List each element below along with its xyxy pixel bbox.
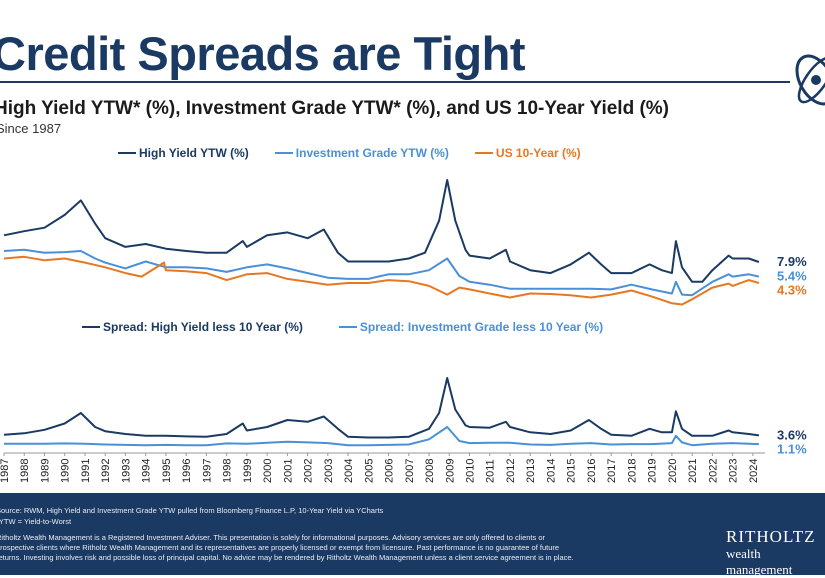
x-tick-label-2011: 2011 bbox=[485, 459, 497, 483]
series-line-1-0 bbox=[3, 377, 760, 439]
x-tick-label-1995: 1995 bbox=[161, 459, 173, 483]
legend-item-10y: US 10-Year (%) bbox=[474, 146, 581, 160]
footer-disclaimer: Source: RWM, High Yield and Investment G… bbox=[0, 493, 825, 577]
chart-subtitle: High Yield YTW* (%), Investment Grade YT… bbox=[0, 98, 670, 119]
end-label-0-2: 4.3% bbox=[777, 283, 807, 298]
brand-subtitle: wealth management bbox=[726, 546, 793, 577]
x-tick-label-2014: 2014 bbox=[545, 459, 557, 483]
x-tick-label-2021: 2021 bbox=[687, 459, 699, 483]
x-tick-label-2023: 2023 bbox=[728, 459, 740, 483]
x-tick-label-2013: 2013 bbox=[525, 459, 537, 483]
brand-name: RITHOLTZ bbox=[726, 527, 816, 546]
x-tick-label-2016: 2016 bbox=[586, 459, 598, 483]
x-tick-label-2003: 2003 bbox=[323, 459, 335, 483]
chart-canvas: 7.9%5.4%4.3% 3.6%1.1% 1987 1988 1989 1990 1991… bbox=[0, 179, 807, 483]
x-tick-label-1988: 1988 bbox=[19, 459, 31, 483]
x-tick-label-2022: 2022 bbox=[707, 459, 719, 483]
x-tick-label-2019: 2019 bbox=[647, 459, 659, 483]
x-tick-label-1991: 1991 bbox=[80, 459, 92, 483]
source-note: Source: RWM, High Yield and Investment G… bbox=[0, 506, 384, 515]
x-tick-label-2006: 2006 bbox=[384, 459, 396, 483]
x-tick-label-2015: 2015 bbox=[566, 459, 578, 483]
legend-swatch-hy-spread bbox=[82, 326, 100, 328]
x-tick-label-2008: 2008 bbox=[424, 459, 436, 483]
legend-item-hy: High Yield YTW (%) bbox=[118, 146, 249, 160]
x-tick-label-2018: 2018 bbox=[626, 459, 638, 483]
end-label-0-1: 5.4% bbox=[777, 269, 807, 284]
legend-item-hy-spread: Spread: High Yield less 10 Year (%) bbox=[82, 320, 303, 334]
legend-label-hy: High Yield YTW (%) bbox=[139, 146, 249, 160]
spread-legend: Spread: High Yield less 10 Year (%) Spre… bbox=[82, 320, 603, 334]
legend-label-10y: US 10-Year (%) bbox=[495, 146, 581, 160]
x-tick-label-2005: 2005 bbox=[363, 459, 375, 483]
x-tick-label-1999: 1999 bbox=[242, 459, 254, 483]
x-tick-label-1994: 1994 bbox=[141, 459, 153, 483]
title-divider bbox=[0, 81, 790, 83]
x-tick-label-2010: 2010 bbox=[465, 459, 477, 483]
x-tick-label-2002: 2002 bbox=[303, 459, 315, 483]
x-tick-label-1987: 1987 bbox=[0, 459, 11, 483]
x-tick-label-2012: 2012 bbox=[505, 459, 517, 483]
x-tick-label-2009: 2009 bbox=[444, 459, 456, 483]
series-line-0-2 bbox=[3, 255, 760, 306]
legend-swatch-ig bbox=[274, 152, 293, 154]
x-tick-label-2001: 2001 bbox=[282, 459, 294, 483]
disclaimer-line-2: prospective clients where Ritholtz Wealt… bbox=[0, 543, 560, 552]
x-tick-label-1996: 1996 bbox=[181, 459, 193, 483]
series-line-1-1 bbox=[4, 426, 759, 447]
x-tick-label-1990: 1990 bbox=[60, 459, 72, 483]
x-tick-label-2000: 2000 bbox=[262, 459, 274, 483]
end-label-1-1: 1.1% bbox=[777, 441, 807, 456]
legend-swatch-ig-spread bbox=[338, 326, 357, 328]
x-tick-label-2024: 2024 bbox=[748, 459, 760, 483]
page-title: Credit Spreads are Tight bbox=[0, 27, 526, 80]
ytw-note: *YTW = Yield-to-Worst bbox=[0, 517, 72, 526]
since-label: Since 1987 bbox=[0, 121, 62, 136]
x-tick-label-1998: 1998 bbox=[222, 459, 234, 483]
x-tick-label-2004: 2004 bbox=[343, 459, 355, 483]
legend-item-ig: Investment Grade YTW (%) bbox=[274, 146, 449, 160]
ritholtz-globe-logo-icon bbox=[795, 54, 825, 106]
x-tick-label-2007: 2007 bbox=[404, 459, 416, 483]
legend-label-ig-spread: Spread: Investment Grade less 10 Year (%… bbox=[359, 320, 604, 334]
x-tick-label-2020: 2020 bbox=[667, 459, 679, 483]
disclaimer-line-1: Ritholtz Wealth Management is a Register… bbox=[0, 533, 546, 542]
series-line-0-0 bbox=[3, 179, 760, 283]
legend-swatch-hy bbox=[118, 152, 136, 154]
end-label-1-0: 3.6% bbox=[777, 427, 807, 442]
legend-item-ig-spread: Spread: Investment Grade less 10 Year (%… bbox=[338, 320, 604, 334]
x-tick-label-1992: 1992 bbox=[100, 459, 112, 483]
series-line-0-1 bbox=[3, 248, 760, 297]
x-tick-label-1989: 1989 bbox=[39, 459, 51, 483]
yield-legend: High Yield YTW (%) Investment Grade YTW … bbox=[118, 146, 581, 160]
x-tick-label-1993: 1993 bbox=[120, 459, 132, 483]
x-tick-label-1997: 1997 bbox=[201, 459, 213, 483]
end-label-0-0: 7.9% bbox=[777, 254, 807, 269]
legend-label-ig: Investment Grade YTW (%) bbox=[295, 146, 449, 160]
legend-label-hy-spread: Spread: High Yield less 10 Year (%) bbox=[103, 320, 303, 334]
disclaimer-line-3: returns. Investing involves risk and pos… bbox=[0, 553, 574, 562]
legend-swatch-10y bbox=[474, 152, 493, 154]
x-tick-label-2017: 2017 bbox=[606, 459, 618, 483]
